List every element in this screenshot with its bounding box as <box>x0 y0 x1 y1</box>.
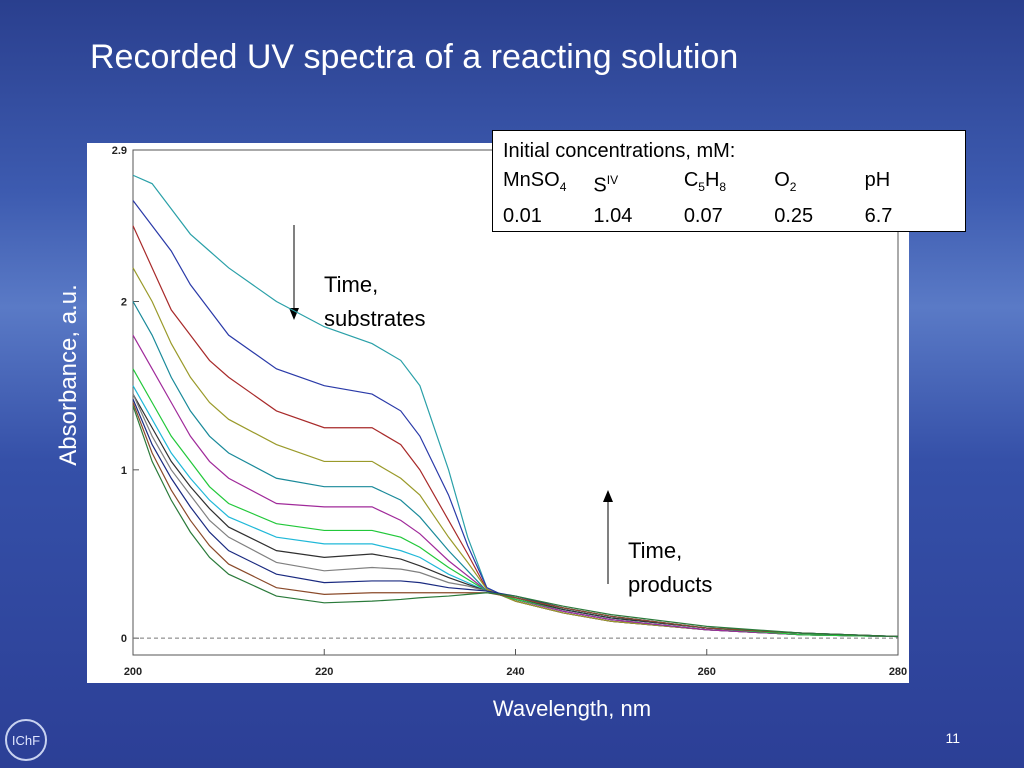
table-values: 0.01 1.04 0.07 0.25 6.7 <box>503 202 955 231</box>
column-header: C5H8 <box>684 166 774 202</box>
page-number: 11 <box>945 730 960 746</box>
y-tick-label: 1 <box>121 465 127 477</box>
subscript: 8 <box>719 180 727 194</box>
superscript: IV <box>606 173 619 187</box>
subscript: 5 <box>698 180 705 194</box>
annotations: Time, substrates Time, products <box>324 272 712 597</box>
spectrum-line <box>132 405 899 638</box>
text: MnSO <box>503 169 560 191</box>
concentration-value: 0.07 <box>683 205 723 227</box>
concentration-table: Initial concentrations, mM: MnSO4 SIV C5H8… <box>492 130 966 232</box>
y-axis-label: Absorbance, a.u. <box>55 284 82 465</box>
table-columns: MnSO4 SIV C5H8 O2 pH <box>503 166 955 202</box>
arrow-head <box>289 308 299 320</box>
text: C <box>683 169 699 191</box>
x-tick-label: 220 <box>315 666 333 678</box>
spectrum-line <box>132 402 899 638</box>
text: S <box>593 174 607 197</box>
text: pH <box>864 169 891 191</box>
x-tick-label: 200 <box>124 666 142 678</box>
text: O <box>774 169 790 191</box>
spectrum-line <box>132 393 899 638</box>
concentration-value: 6.7 <box>864 205 893 227</box>
annotation: Time, <box>628 538 682 563</box>
x-tick-label: 280 <box>889 666 907 678</box>
column-header: MnSO4 <box>503 166 593 202</box>
logo: IChF <box>12 733 40 748</box>
concentration-value: 0.01 <box>503 205 542 227</box>
subscript: 4 <box>559 180 567 194</box>
annotation: substrates <box>324 306 426 331</box>
annotation: Time, <box>324 272 378 297</box>
slide-title: Recorded UV spectra of a reacting soluti… <box>90 38 738 76</box>
table-header: Initial concentrations, mM: <box>503 140 736 162</box>
column-header: O2 <box>774 166 864 202</box>
x-tick-label: 240 <box>506 666 524 678</box>
concentration-value: 0.25 <box>774 205 814 227</box>
arrow-head <box>603 490 613 502</box>
spectrum-line <box>132 334 899 638</box>
logo-ring <box>5 719 47 761</box>
concentration-value: 1.04 <box>593 205 633 227</box>
text: H <box>704 169 720 191</box>
y-tick-label: 2.9 <box>112 145 127 157</box>
y-tick-label: 0 <box>121 633 127 645</box>
subscript: 2 <box>789 180 797 194</box>
annotation: products <box>628 572 712 597</box>
x-axis-label: Wavelength, nm <box>493 696 651 721</box>
column-header: SIV <box>593 166 683 202</box>
x-tick-label: 260 <box>698 666 716 678</box>
spectrum-line <box>132 267 899 638</box>
column-header: pH <box>865 166 955 202</box>
y-tick-label: 2 <box>121 297 127 309</box>
